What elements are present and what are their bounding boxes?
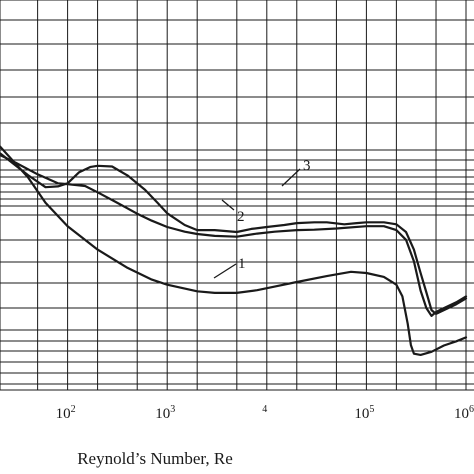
curve-2-leader (221, 199, 235, 211)
x-tick-label: 4 (262, 404, 267, 415)
curve-3-label: 3 (303, 158, 311, 174)
x-tick-label: 103 (155, 404, 175, 422)
curve-labels: 1 2 3 (213, 158, 311, 279)
x-tick-label: 106 (454, 404, 474, 422)
curves (0, 144, 468, 356)
curve-3 (0, 151, 468, 315)
x-tick-labels: 102 103 4 105 106 (56, 404, 474, 422)
x-axis-title: Reynold’s Number, Re (77, 449, 233, 468)
x-tick-label: 105 (354, 404, 374, 422)
grid (0, 0, 474, 391)
x-tick-label: 102 (56, 404, 76, 422)
curve-2 (0, 153, 468, 317)
curve-1-leader (213, 263, 237, 279)
curve-1 (0, 144, 468, 356)
curve-2-label: 2 (237, 209, 245, 225)
curve-1-label: 1 (238, 256, 246, 272)
curve-3-leader (281, 168, 301, 187)
